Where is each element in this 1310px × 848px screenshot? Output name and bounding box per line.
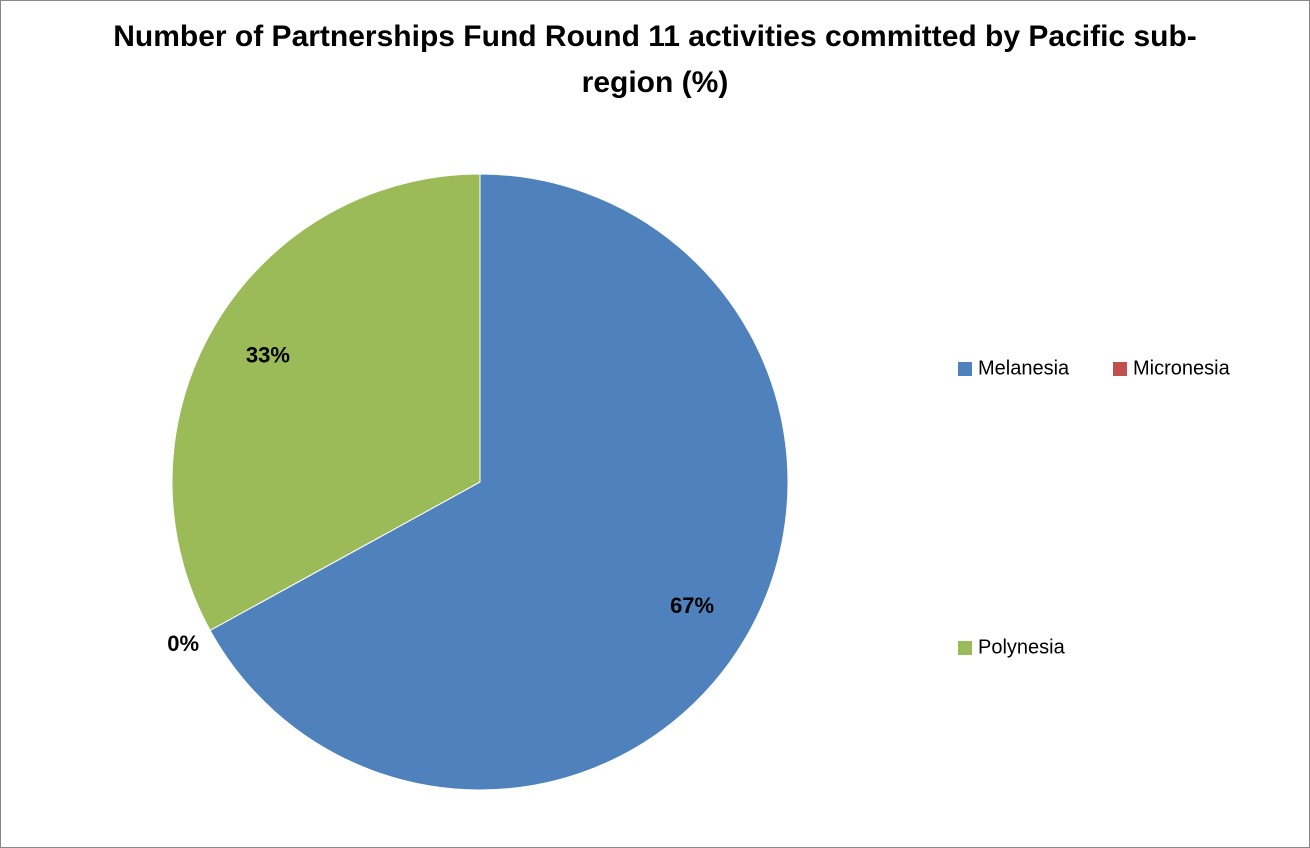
legend-label: Polynesia: [978, 636, 1066, 658]
legend-swatch: [958, 641, 972, 655]
legend-swatch: [1113, 362, 1127, 376]
chart-title: Number of Partnerships Fund Round 11 act…: [113, 20, 1197, 99]
legend-label: Micronesia: [1133, 357, 1231, 379]
pie-slice: [209, 173, 789, 791]
legend-swatch: [958, 362, 972, 376]
pie-slice: [171, 173, 481, 632]
data-label: 67%: [670, 593, 714, 618]
data-label: 33%: [246, 342, 290, 367]
data-label: 0%: [167, 631, 199, 656]
legend-label: Melanesia: [978, 357, 1070, 379]
